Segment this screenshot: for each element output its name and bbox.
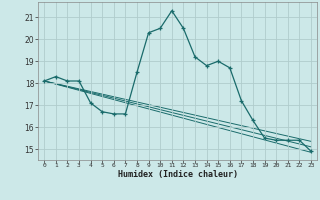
X-axis label: Humidex (Indice chaleur): Humidex (Indice chaleur) <box>118 170 238 179</box>
